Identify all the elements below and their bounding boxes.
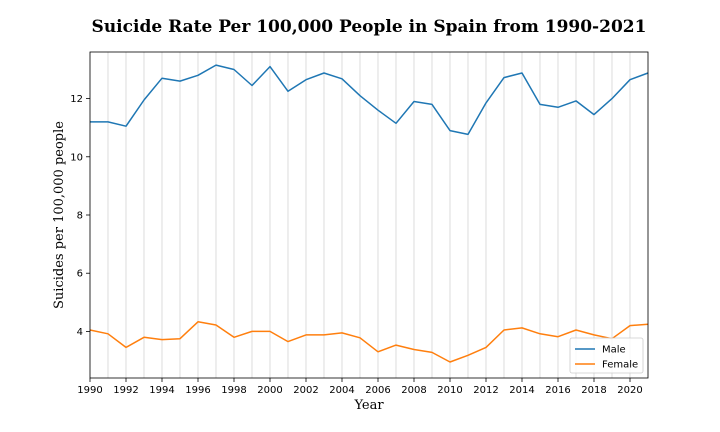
y-axis-label: Suicides per 100,000 people xyxy=(52,121,67,309)
x-tick-label: 2008 xyxy=(401,385,426,396)
x-tick-label: 2014 xyxy=(509,385,534,396)
y-tick-label: 4 xyxy=(77,327,83,338)
chart-title: Suicide Rate Per 100,000 People in Spain… xyxy=(92,17,647,37)
x-axis-label: Year xyxy=(353,398,384,413)
x-tick-label: 1996 xyxy=(185,385,210,396)
x-tick-label: 1992 xyxy=(113,385,138,396)
x-tick-label: 2010 xyxy=(437,385,462,396)
grid-lines xyxy=(89,52,649,378)
series-line-male xyxy=(90,64,649,136)
x-tick-label: 1998 xyxy=(221,385,246,396)
plot-frame xyxy=(89,51,649,379)
y-axis-ticks: 4 6 8 10 12 xyxy=(70,94,90,338)
x-tick-label: 2012 xyxy=(473,385,498,396)
x-tick-label: 2016 xyxy=(545,385,570,396)
x-tick-label: 1994 xyxy=(149,385,174,396)
x-tick-label: 1990 xyxy=(77,385,102,396)
x-tick-label: 2018 xyxy=(581,385,606,396)
x-tick-label: 2000 xyxy=(257,385,282,396)
x-tick-label: 2002 xyxy=(293,385,318,396)
y-tick-label: 12 xyxy=(70,94,83,105)
series-line-female xyxy=(89,321,649,363)
series-lines xyxy=(89,64,649,363)
x-tick-label: 2006 xyxy=(365,385,390,396)
y-tick-label: 6 xyxy=(77,269,83,280)
x-axis-ticks: 1990 1992 1994 1996 1998 2000 2002 2004 2006 2008… xyxy=(77,378,643,396)
y-tick-label: 8 xyxy=(77,211,83,222)
legend-label-female: Female xyxy=(602,360,638,371)
x-tick-label: 2020 xyxy=(617,385,642,396)
y-tick-label: 10 xyxy=(70,152,83,163)
legend: Male Female xyxy=(569,337,644,374)
legend-label-male: Male xyxy=(602,345,626,356)
x-tick-label: 2004 xyxy=(329,385,354,396)
